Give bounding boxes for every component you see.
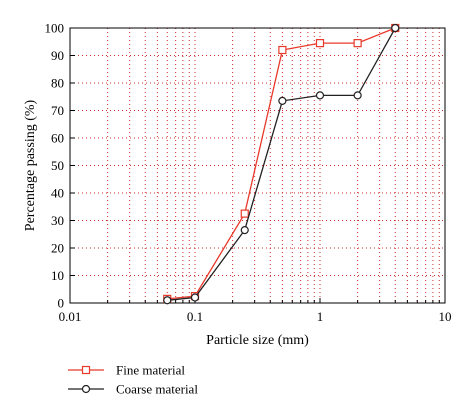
- data-point: [315, 39, 325, 48]
- legend-label: Fine material: [116, 363, 185, 378]
- x-tick-label: 0.01: [59, 309, 82, 324]
- x-tick-label: 10: [439, 309, 452, 324]
- y-tick-label: 100: [45, 21, 65, 36]
- y-tick-label: 0: [58, 296, 65, 311]
- y-tick-label: 50: [51, 158, 64, 173]
- legend-entry: Fine material: [68, 363, 185, 378]
- data-point: [353, 39, 362, 48]
- x-tick-label: 1: [317, 309, 324, 324]
- y-tick-label: 30: [51, 213, 64, 228]
- legend-label: Coarse material: [116, 382, 198, 397]
- data-point: [190, 293, 200, 302]
- grid: [70, 28, 445, 303]
- y-tick-label: 80: [51, 76, 64, 91]
- data-point: [391, 23, 400, 33]
- data-point: [315, 91, 325, 100]
- y-tick-label: 70: [51, 103, 64, 118]
- legend-marker: [81, 365, 91, 375]
- data-point: [353, 91, 362, 100]
- x-tick-label: 0.1: [187, 309, 203, 324]
- y-tick-label: 40: [51, 186, 64, 201]
- series-1: [163, 23, 400, 303]
- legend: Fine material Coarse material: [68, 363, 198, 397]
- series-line: [167, 27, 396, 300]
- y-tick-label: 10: [51, 268, 64, 283]
- data-point: [163, 296, 172, 305]
- series-layer: [163, 23, 400, 305]
- data-point: [240, 226, 249, 235]
- y-axis-title: Percentage passing (%): [23, 99, 38, 231]
- legend-marker: [81, 384, 91, 394]
- legend-entry: Coarse material: [68, 382, 198, 397]
- series-line: [167, 27, 396, 301]
- x-axis-title: Particle size (mm): [206, 333, 309, 348]
- data-point: [278, 45, 287, 55]
- data-point: [278, 96, 287, 105]
- y-tick-label: 60: [51, 131, 64, 146]
- series-2: [163, 23, 400, 305]
- y-tick-label: 90: [51, 48, 64, 63]
- data-point: [240, 209, 249, 218]
- y-tick-label: 20: [51, 241, 64, 256]
